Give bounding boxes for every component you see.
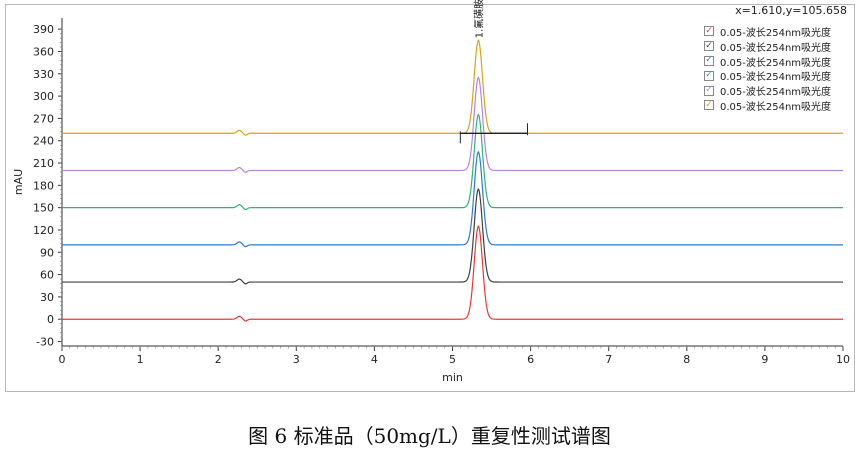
legend[interactable]: ✓ 0.05-波长254nm吸光度 ✓ 0.05-波长254nm吸光度 ✓ 0.05-波长… <box>704 24 831 113</box>
y-tick-label: 210 <box>33 157 54 170</box>
x-tick-label: 2 <box>215 353 222 366</box>
peak-label: 1.氟磺胺草醚-5.331 <box>472 0 485 38</box>
x-tick-label: 10 <box>836 353 850 366</box>
legend-checkbox-icon[interactable]: ✓ <box>704 70 714 81</box>
x-tick-label: 5 <box>449 353 456 366</box>
legend-item-1[interactable]: ✓ 0.05-波长254nm吸光度 <box>704 24 831 39</box>
y-tick-label: -30 <box>36 336 54 349</box>
legend-label: 0.05-波长254nm吸光度 <box>720 57 832 69</box>
y-tick-label: 0 <box>47 313 54 326</box>
legend-checkbox-icon[interactable]: ✓ <box>704 55 714 66</box>
x-axis-label: min <box>442 371 463 384</box>
legend-checkbox-icon[interactable]: ✓ <box>704 25 714 37</box>
y-tick-label: 120 <box>33 224 54 237</box>
legend-checkbox-icon[interactable]: ✓ <box>704 99 714 111</box>
legend-label: 0.05-波长254nm吸光度 <box>720 72 832 84</box>
y-tick-label: 300 <box>33 90 54 103</box>
series-line-6[interactable] <box>62 38 843 136</box>
legend-item-4[interactable]: ✓ 0.05-波长254nm吸光度 <box>704 68 831 83</box>
y-tick-label: 360 <box>33 45 54 58</box>
legend-checkbox-icon[interactable]: ✓ <box>704 40 714 52</box>
x-tick-label: 4 <box>371 353 378 366</box>
series-layer <box>62 38 843 322</box>
axes: -300306090120150180210240270300330360390… <box>12 18 850 384</box>
x-tick-label: 6 <box>527 353 534 366</box>
cursor-coordinate-readout: x=1.610,y=105.658 <box>735 4 847 17</box>
y-tick-label: 60 <box>40 269 54 282</box>
y-tick-label: 90 <box>40 246 54 259</box>
x-tick-label: 9 <box>761 353 768 366</box>
legend-label: 0.05-波长254nm吸光度 <box>720 101 832 113</box>
legend-label: 0.05-波长254nm吸光度 <box>720 27 832 39</box>
y-axis-label: mAU <box>12 169 25 195</box>
legend-label: 0.05-波长254nm吸光度 <box>720 87 832 99</box>
y-tick-label: 30 <box>40 291 54 304</box>
series-line-3[interactable] <box>62 150 843 248</box>
y-tick-label: 270 <box>33 112 54 125</box>
legend-item-5[interactable]: ✓ 0.05-波长254nm吸光度 <box>704 83 831 98</box>
legend-checkbox-icon[interactable]: ✓ <box>704 85 714 96</box>
legend-item-6[interactable]: ✓ 0.05-波长254nm吸光度 <box>704 98 831 113</box>
y-tick-label: 390 <box>33 23 54 36</box>
series-line-4[interactable] <box>62 113 843 211</box>
y-tick-label: 150 <box>33 202 54 215</box>
legend-item-2[interactable]: ✓ 0.05-波长254nm吸光度 <box>704 39 831 54</box>
annotations: 1.氟磺胺草醚-5.331 <box>459 0 528 144</box>
legend-item-3[interactable]: ✓ 0.05-波长254nm吸光度 <box>704 54 831 69</box>
series-line-5[interactable] <box>62 76 843 173</box>
x-tick-label: 1 <box>137 353 144 366</box>
series-line-1[interactable] <box>62 224 843 322</box>
series-line-2[interactable] <box>62 187 843 285</box>
y-tick-label: 330 <box>33 68 54 81</box>
figure-caption: 图 6 标准品（50mg/L）重复性测试谱图 <box>248 424 611 448</box>
x-tick-label: 8 <box>683 353 690 366</box>
y-tick-label: 240 <box>33 135 54 148</box>
x-tick-label: 7 <box>605 353 612 366</box>
x-tick-label: 3 <box>293 353 300 366</box>
y-tick-label: 180 <box>33 179 54 192</box>
chart-frame <box>5 4 855 392</box>
legend-label: 0.05-波长254nm吸光度 <box>720 42 832 54</box>
x-tick-label: 0 <box>59 353 66 366</box>
